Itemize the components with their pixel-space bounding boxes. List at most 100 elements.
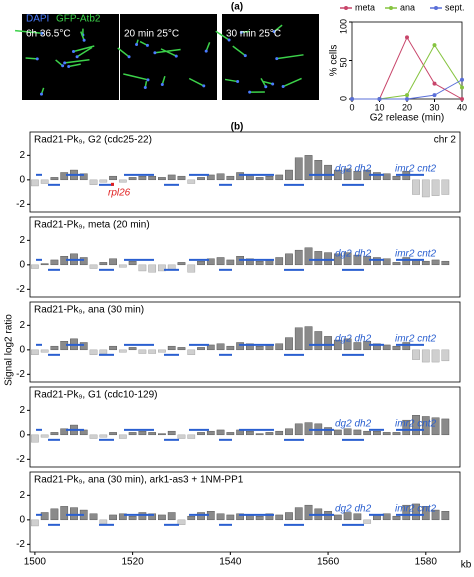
bar	[265, 432, 274, 436]
bar	[118, 434, 127, 439]
y-tick-label: 2	[19, 320, 25, 331]
nucleus	[275, 57, 279, 61]
point	[405, 35, 409, 40]
bar	[167, 512, 176, 521]
region-label: dg2 dh2	[335, 333, 372, 344]
bar	[314, 160, 323, 181]
bar	[382, 173, 391, 181]
bar	[167, 345, 176, 351]
nucleus	[248, 90, 252, 94]
bar	[118, 179, 127, 183]
bar	[441, 349, 450, 362]
bar	[382, 258, 391, 266]
bar	[99, 179, 108, 183]
spindle	[80, 31, 85, 41]
bar	[255, 260, 264, 266]
nucleus	[236, 80, 240, 84]
series-line	[352, 44, 463, 100]
bar	[118, 513, 127, 521]
nucleus	[271, 82, 275, 86]
bar	[324, 336, 332, 351]
bar	[109, 258, 117, 266]
point	[460, 97, 464, 101]
y-tick-label: -2	[16, 454, 25, 465]
track-title: Rad21-Pk₉, ana (30 min), ark1-as3 + 1NM-…	[34, 475, 244, 486]
spindle	[154, 48, 181, 54]
nucleus	[135, 43, 139, 47]
spindle	[123, 73, 149, 81]
bar	[421, 506, 430, 521]
bar	[70, 507, 78, 521]
bar	[431, 259, 440, 266]
nucleus	[145, 43, 149, 47]
bar	[275, 174, 284, 181]
bar	[138, 264, 147, 272]
track-frame	[29, 131, 461, 213]
bar	[294, 327, 303, 351]
legend-label: meta	[355, 2, 375, 12]
y-tick-label: 2	[19, 235, 25, 246]
y-tick-label: 0	[19, 259, 25, 270]
bar	[40, 263, 49, 266]
bar	[187, 179, 196, 184]
bar	[197, 260, 205, 266]
image-label: 6h 36.5°C	[26, 29, 71, 40]
region-label: imr2 cnt2	[395, 163, 437, 174]
spindle	[68, 63, 81, 68]
y-tick-label: -2	[16, 539, 25, 550]
image-label: 20 min 25°C	[124, 29, 179, 40]
spindle	[262, 80, 273, 85]
y-tick-label: 0	[19, 429, 25, 440]
nucleus	[281, 85, 285, 89]
bar	[294, 423, 303, 436]
bar	[382, 513, 391, 521]
bar	[324, 427, 332, 436]
bar	[304, 326, 313, 351]
bar	[246, 258, 254, 266]
bar	[275, 430, 284, 436]
bar	[109, 175, 117, 181]
bar	[421, 416, 430, 436]
bar	[441, 179, 450, 195]
track-title: Rad21-Pk₉, G1 (cdc10-129)	[34, 390, 157, 401]
bar	[265, 513, 274, 521]
channel-label: GFP-Atb2	[56, 14, 101, 25]
bar	[206, 174, 215, 181]
y-tick-label: 0	[19, 344, 25, 355]
nucleus	[204, 49, 208, 53]
nucleus	[239, 30, 243, 34]
y-tick-label: 0	[19, 514, 25, 525]
track-frame	[29, 301, 461, 383]
series-line	[352, 36, 463, 100]
bar	[294, 249, 303, 266]
legend-marker	[344, 6, 348, 10]
y-tick-label: -2	[16, 369, 25, 380]
bar	[255, 433, 264, 436]
spindle	[73, 45, 95, 53]
y-tick-label: -2	[16, 284, 25, 295]
bar	[402, 342, 411, 351]
spindle	[160, 48, 177, 57]
nucleus	[227, 38, 231, 42]
bar	[353, 513, 362, 521]
region-label: imr2 cnt2	[395, 248, 437, 259]
bar	[50, 345, 59, 351]
spindle	[260, 77, 267, 88]
bar	[197, 177, 205, 181]
legend-marker	[434, 6, 438, 10]
bar	[441, 418, 450, 436]
y-tick-label: 50	[338, 58, 348, 68]
bar	[177, 519, 186, 525]
nucleus	[153, 51, 157, 55]
nucleus	[160, 82, 164, 86]
bar	[285, 169, 293, 181]
bar	[314, 331, 323, 351]
bar	[206, 258, 215, 266]
bar	[373, 257, 381, 266]
spindle	[282, 77, 302, 88]
x-tick-label: 1500	[24, 557, 47, 568]
bar	[99, 519, 108, 524]
bar	[236, 513, 244, 521]
track-frame	[29, 216, 461, 298]
nucleus	[174, 54, 178, 58]
